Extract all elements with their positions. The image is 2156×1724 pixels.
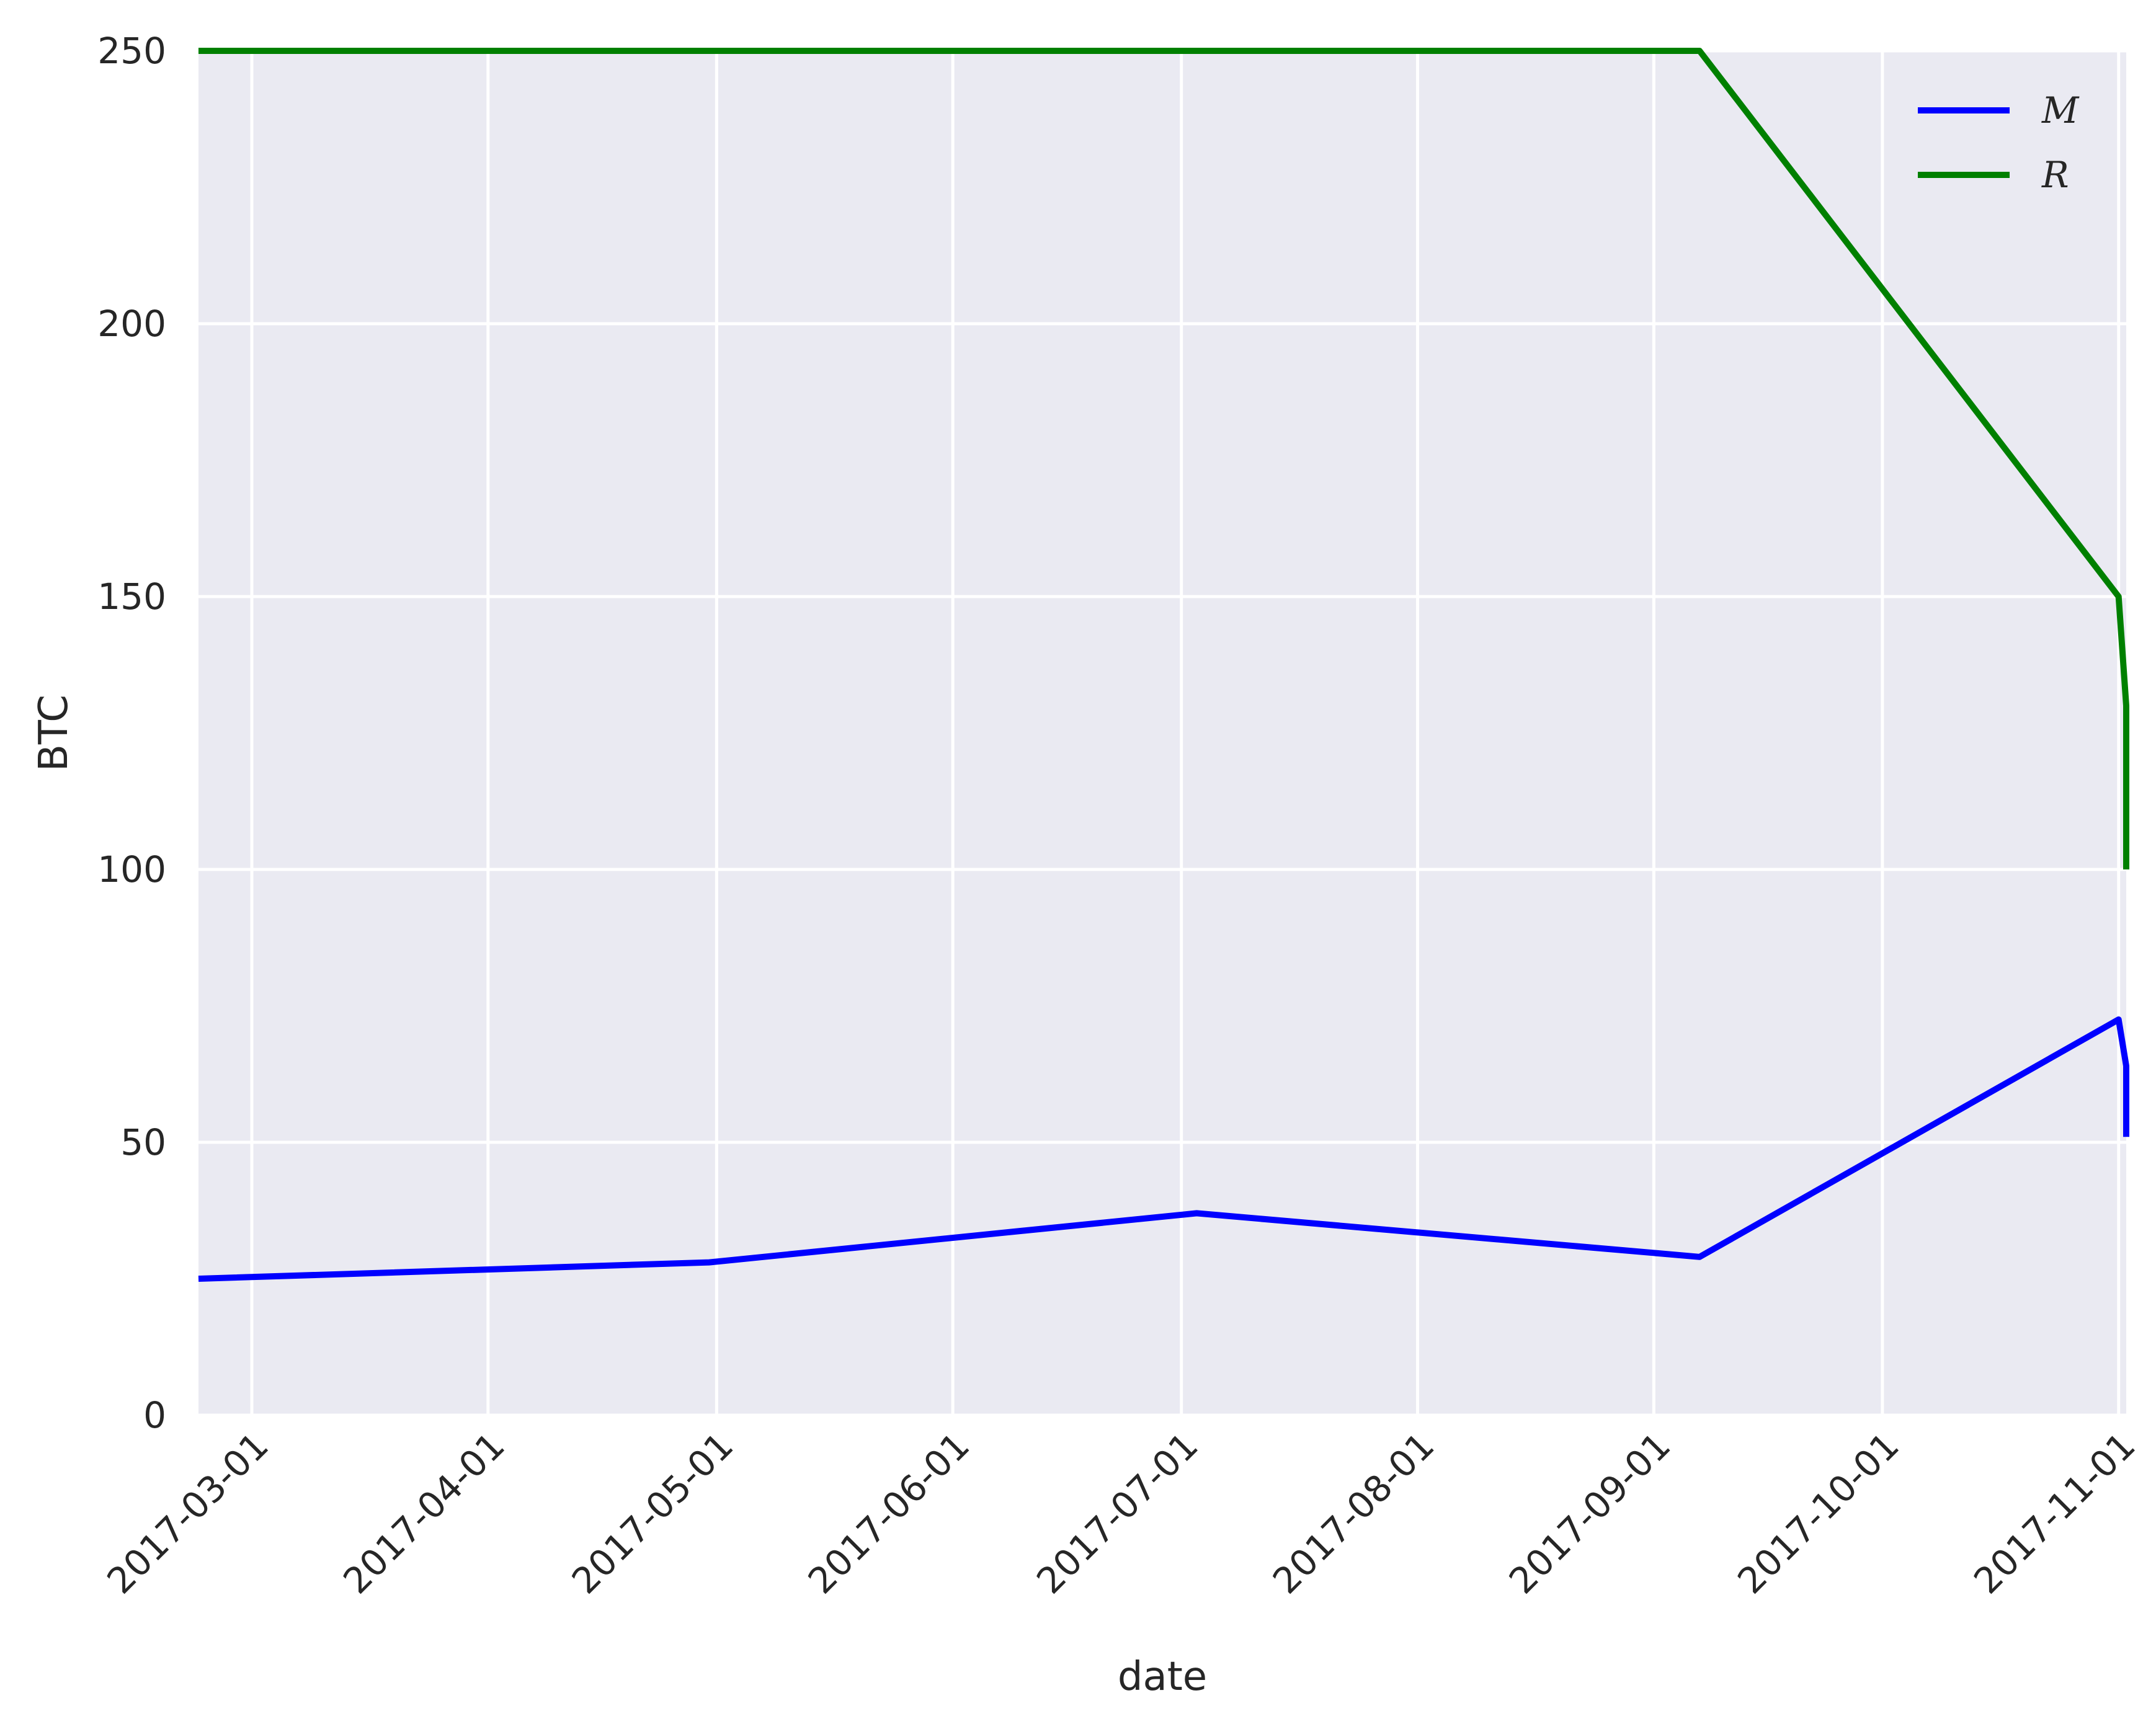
y-tick-label: 150 <box>97 575 166 618</box>
legend-label-m: M <box>2041 89 2080 131</box>
y-tick-label: 0 <box>143 1394 166 1436</box>
y-tick-labels: 0 50 100 150 200 250 <box>97 30 166 1436</box>
x-tick-label: 2017-03-01 <box>99 1424 276 1602</box>
x-tick-label: 2017-04-01 <box>335 1424 512 1602</box>
grid-lines <box>198 49 2126 1417</box>
x-tick-label: 2017-05-01 <box>564 1424 741 1602</box>
legend: MR <box>1918 89 2080 196</box>
x-tick-label: 2017-10-01 <box>1729 1424 1907 1602</box>
x-axis-title: date <box>1118 1654 1207 1700</box>
x-tick-label: 2017-09-01 <box>1501 1424 1678 1602</box>
y-tick-label: 50 <box>120 1121 166 1163</box>
x-tick-label: 2017-08-01 <box>1265 1424 1442 1602</box>
y-tick-label: 200 <box>97 303 166 345</box>
y-tick-label: 250 <box>97 30 166 72</box>
series-lines <box>198 48 2129 1282</box>
x-tick-label: 2017-07-01 <box>1028 1424 1206 1602</box>
x-tick-labels: 2017-03-01 2017-04-01 2017-05-01 2017-06-01… <box>99 1424 2143 1602</box>
x-tick-label: 2017-06-01 <box>800 1424 978 1602</box>
series-line-r <box>198 48 2129 869</box>
plot-background <box>198 51 2126 1415</box>
y-tick-label: 100 <box>97 848 166 891</box>
legend-label-r: R <box>2041 154 2069 196</box>
series-line-m <box>198 1016 2129 1282</box>
x-tick-label: 2017-11-01 <box>1966 1424 2143 1602</box>
y-axis-title: BTC <box>31 695 77 771</box>
